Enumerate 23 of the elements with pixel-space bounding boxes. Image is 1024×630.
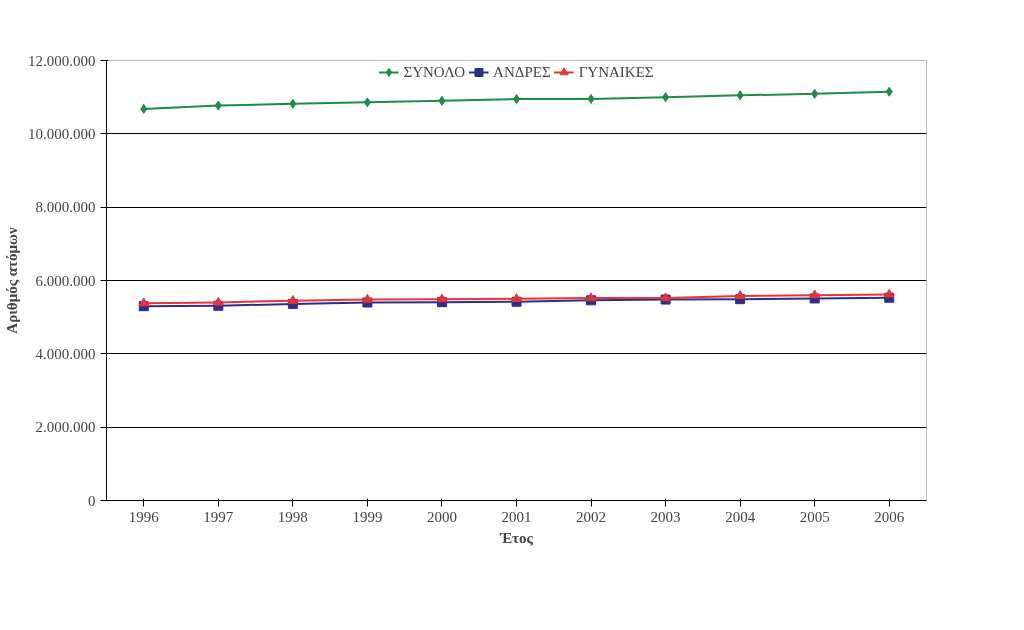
y-tick-label: 4.000.000 — [35, 345, 96, 362]
y-tick-label: 2.000.000 — [35, 419, 96, 436]
x-tick-label: 1997 — [203, 508, 234, 525]
x-tick-label: 2004 — [725, 508, 756, 525]
x-tick-label: 1998 — [277, 508, 308, 525]
x-tick-label: 2006 — [874, 508, 905, 525]
x-axis-title: Έτος — [499, 529, 534, 546]
x-tick-label: 2002 — [576, 508, 607, 525]
legend-label: ΣΥΝΟΛΟ — [403, 63, 466, 81]
x-tick-label: 2005 — [799, 508, 830, 525]
y-axis-title: Αριθμός ατόμων — [4, 227, 20, 334]
legend-label: ΑΝΔΡΕΣ — [493, 63, 551, 81]
y-tick-label: 10.000.000 — [28, 125, 96, 142]
y-tick-label: 6.000.000 — [35, 272, 96, 289]
y-tick-label: 8.000.000 — [35, 199, 96, 216]
x-tick-label: 1996 — [128, 508, 160, 525]
legend-label: ΓΥΝΑΙΚΕΣ — [578, 63, 654, 81]
x-tick-label: 2003 — [650, 508, 681, 525]
x-tick-label: 2001 — [501, 508, 532, 525]
y-tick-label: 12.000.000 — [28, 52, 96, 69]
x-tick-label: 2000 — [426, 508, 457, 525]
x-tick-label: 1999 — [352, 508, 383, 525]
y-tick-label: 0 — [88, 492, 96, 509]
